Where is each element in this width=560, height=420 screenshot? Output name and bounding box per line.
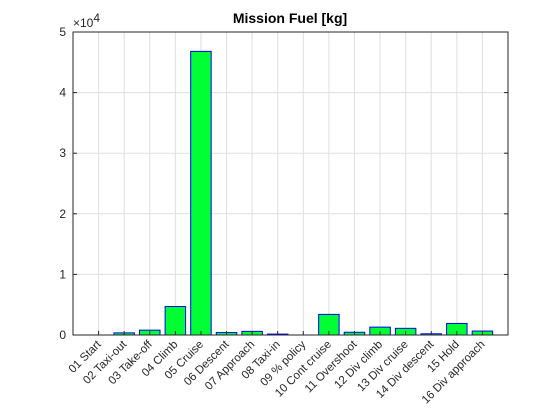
y-axis-multiplier: ×104 xyxy=(73,11,100,30)
y-tick-label: 2 xyxy=(59,207,66,221)
y-tick-label: 3 xyxy=(59,146,66,160)
bar-4 xyxy=(164,306,187,336)
y-tick-label: 4 xyxy=(59,86,66,100)
plot-area-frame xyxy=(72,31,509,336)
y-tick-label: 1 xyxy=(59,267,66,281)
grid-lines xyxy=(73,31,508,336)
y-tick-label: 5 xyxy=(59,25,66,39)
y-axis-ticks: 0 1 2 3 4 5 xyxy=(59,25,508,342)
bar-5 xyxy=(190,50,212,336)
chart-title: Mission Fuel [kg] xyxy=(233,10,347,26)
bars xyxy=(113,50,494,336)
y-tick-label: 0 xyxy=(59,328,66,342)
